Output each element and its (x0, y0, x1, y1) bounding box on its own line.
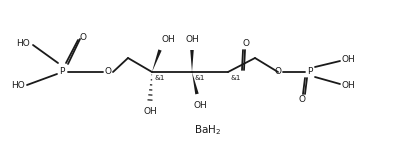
Text: OH: OH (161, 36, 175, 44)
Text: OH: OH (342, 80, 356, 90)
Text: O: O (274, 68, 281, 76)
Text: O: O (80, 34, 87, 42)
Text: OH: OH (342, 56, 356, 64)
Polygon shape (152, 49, 162, 72)
Text: O: O (299, 95, 306, 105)
Text: OH: OH (143, 107, 157, 117)
Polygon shape (192, 72, 199, 94)
Text: HO: HO (16, 39, 30, 47)
Text: P: P (59, 68, 65, 76)
Text: O: O (105, 68, 111, 76)
Text: OH: OH (185, 36, 199, 44)
Polygon shape (190, 50, 194, 72)
Text: O: O (243, 39, 249, 49)
Text: P: P (307, 68, 313, 76)
Text: &1: &1 (231, 75, 241, 81)
Text: &1: &1 (155, 75, 166, 81)
Text: HO: HO (11, 80, 25, 90)
Text: BaH$_2$: BaH$_2$ (194, 123, 221, 137)
Text: &1: &1 (195, 75, 206, 81)
Text: OH: OH (193, 102, 207, 110)
